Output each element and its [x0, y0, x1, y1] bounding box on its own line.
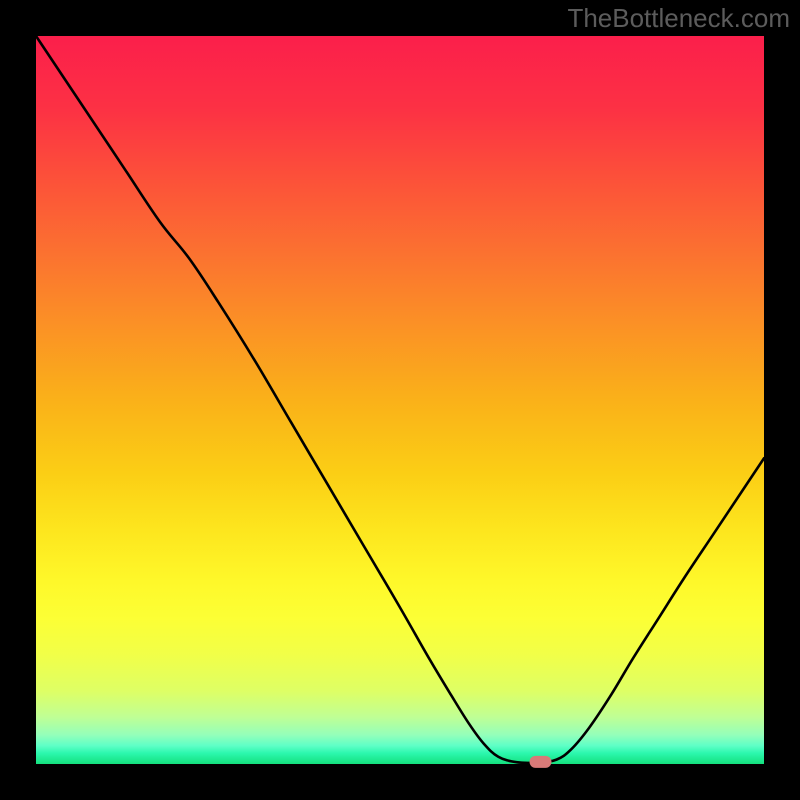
chart-svg — [0, 0, 800, 800]
plot-background — [36, 36, 764, 764]
stage: TheBottleneck.com — [0, 0, 800, 800]
optimal-marker — [530, 756, 552, 768]
